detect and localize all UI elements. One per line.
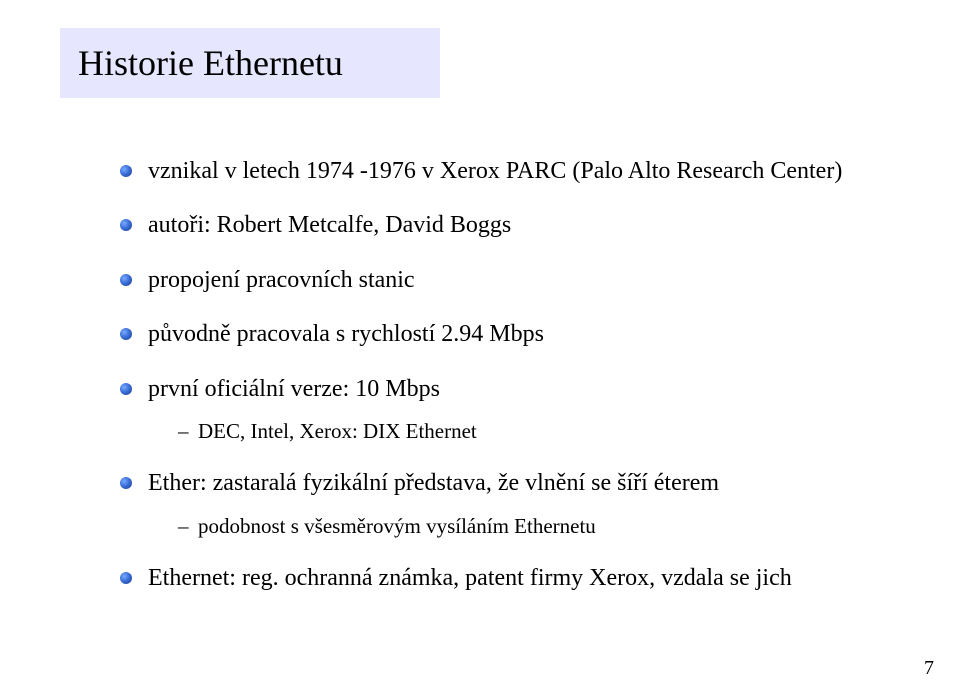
- sub-bullet-text: podobnost s všesměrovým vysíláním Ethern…: [198, 514, 596, 538]
- slide: Historie Ethernetu vznikal v letech 1974…: [0, 0, 960, 694]
- sub-list: DEC, Intel, Xerox: DIX Ethernet: [148, 417, 900, 445]
- bullet-text: první oficiální verze: 10 Mbps: [148, 376, 440, 402]
- list-item: autoři: Robert Metcalfe, David Boggs: [120, 209, 900, 241]
- title-box: Historie Ethernetu: [60, 28, 440, 98]
- sub-bullet-text: DEC, Intel, Xerox: DIX Ethernet: [198, 419, 477, 443]
- list-item: Ether: zastaralá fyzikální představa, že…: [120, 467, 900, 540]
- bullet-text: Ethernet: reg. ochranná známka, patent f…: [148, 565, 792, 591]
- bullet-text: původně pracovala s rychlostí 2.94 Mbps: [148, 321, 544, 347]
- sub-list-item: DEC, Intel, Xerox: DIX Ethernet: [178, 417, 900, 445]
- page-number: 7: [924, 657, 934, 680]
- bullet-text: Ether: zastaralá fyzikální představa, že…: [148, 470, 719, 496]
- list-item: původně pracovala s rychlostí 2.94 Mbps: [120, 318, 900, 350]
- slide-title: Historie Ethernetu: [78, 45, 343, 81]
- bullet-list: vznikal v letech 1974 -1976 v Xerox PARC…: [120, 155, 900, 594]
- list-item: vznikal v letech 1974 -1976 v Xerox PARC…: [120, 155, 900, 187]
- list-item: první oficiální verze: 10 Mbps DEC, Inte…: [120, 373, 900, 446]
- sub-list: podobnost s všesměrovým vysíláním Ethern…: [148, 512, 900, 540]
- bullet-text: propojení pracovních stanic: [148, 267, 415, 293]
- list-item: propojení pracovních stanic: [120, 264, 900, 296]
- sub-list-item: podobnost s všesměrovým vysíláním Ethern…: [178, 512, 900, 540]
- bullet-text: vznikal v letech 1974 -1976 v Xerox PARC…: [148, 158, 842, 184]
- bullet-text: autoři: Robert Metcalfe, David Boggs: [148, 212, 511, 238]
- slide-body: vznikal v letech 1974 -1976 v Xerox PARC…: [120, 155, 900, 616]
- list-item: Ethernet: reg. ochranná známka, patent f…: [120, 562, 900, 594]
